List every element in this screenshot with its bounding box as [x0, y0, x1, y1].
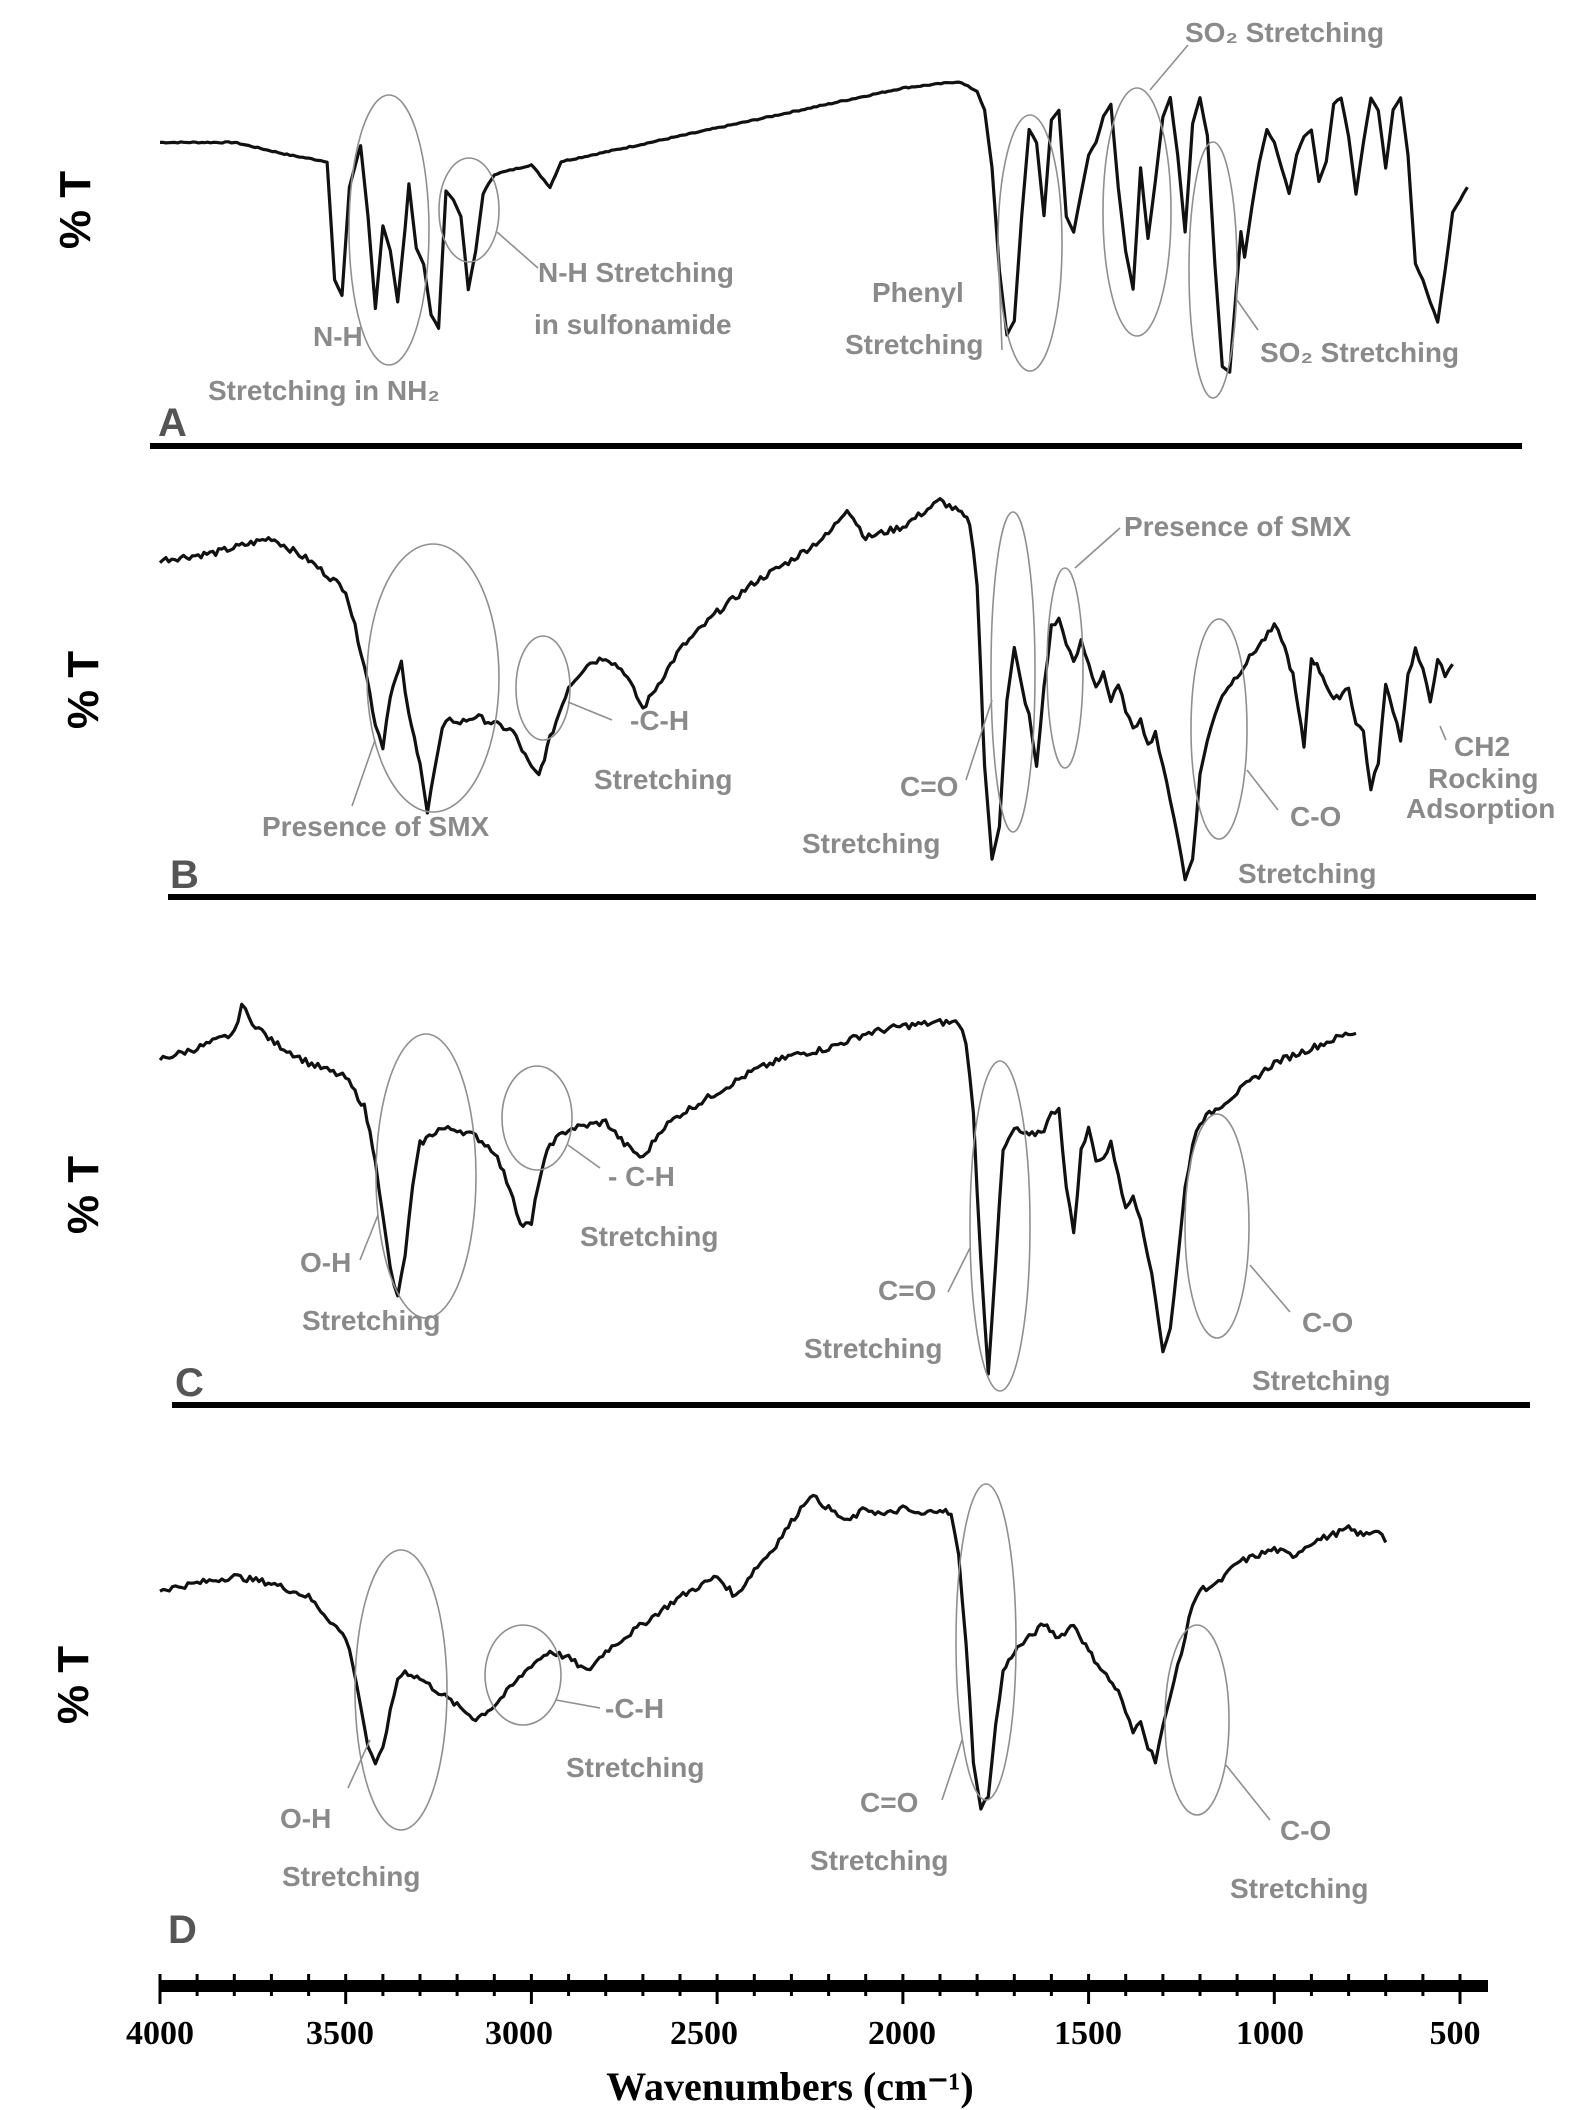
peak-ellipse-b-co-double: [990, 511, 1036, 833]
leader-a-so2-bottom: [1236, 299, 1259, 331]
annotation-d-co-single-1: C-O: [1280, 1815, 1331, 1846]
leader-b-co-double: [965, 699, 993, 781]
x-tick-label-500: 500: [1430, 2015, 1481, 2052]
peak-ellipse-a-so2-top: [1102, 87, 1172, 337]
annotation-c-ch-2: Stretching: [580, 1221, 718, 1252]
leader-c-ch: [567, 1144, 601, 1169]
leader-d-co-double: [941, 1739, 963, 1801]
annotation-a-phenyl-1: Phenyl: [872, 277, 964, 308]
annotation-c-co-single-1: C-O: [1302, 1307, 1353, 1338]
annotation-d-ch-1: -C-H: [605, 1693, 664, 1724]
peak-ellipse-c-co-single: [1184, 1113, 1250, 1339]
x-tick-label-3000: 3000: [485, 2015, 553, 2052]
annotation-b-ch-2: Stretching: [594, 764, 732, 795]
annotation-c-co-double-2: Stretching: [804, 1333, 942, 1364]
annotation-b-co-single-2: Stretching: [1238, 858, 1376, 889]
x-tick-label-2500: 2500: [670, 2015, 738, 2052]
annotation-d-co-double-2: Stretching: [810, 1845, 948, 1876]
leader-c-co-double: [947, 1247, 971, 1293]
annotation-b-ch2-1: CH2: [1454, 731, 1510, 762]
x-tick-label-4000: 4000: [126, 2015, 194, 2052]
annotation-b-ch2-2: Rocking: [1428, 763, 1538, 794]
annotation-b-co-double-1: C=O: [900, 771, 958, 802]
annotation-d-co-single-2: Stretching: [1230, 1873, 1368, 1904]
peak-ellipse-b-co-single: [1190, 618, 1248, 840]
leader-a-phenyl: [997, 242, 1003, 351]
y-axis-label-b: % T: [59, 651, 108, 729]
peak-ellipse-b-smx-left: [366, 543, 500, 813]
leader-d-co-single: [1225, 1764, 1271, 1821]
spectrum-line-c: [158, 1002, 1357, 1376]
x-axis-ticks: [158, 1974, 1462, 2004]
peak-ellipse-a-sulfonamide: [438, 157, 500, 263]
annotation-a-so2-bottom: SO₂ Stretching: [1260, 337, 1459, 368]
annotation-c-oh-1: O-H: [300, 1247, 351, 1278]
annotation-d-co-double-1: C=O: [860, 1787, 918, 1818]
y-axis-label-a: % T: [51, 171, 100, 249]
x-tick-label-1500: 1500: [1054, 2015, 1122, 2052]
peak-ellipse-a-so2-bottom: [1188, 141, 1238, 399]
annotation-b-co-single-1: C-O: [1290, 801, 1341, 832]
peak-ellipse-d-co-double: [955, 1483, 1017, 1801]
leader-b-smx-right: [1074, 527, 1121, 569]
annotation-d-oh-2: Stretching: [282, 1861, 420, 1892]
peak-ellipse-b-ch: [515, 635, 571, 741]
leader-d-ch: [555, 1699, 601, 1709]
annotation-a-phenyl-2: Stretching: [845, 329, 983, 360]
peak-ellipse-d-ch: [484, 1624, 562, 1726]
peak-ellipse-c-co-double: [969, 1060, 1031, 1392]
annotation-d-oh-1: O-H: [280, 1803, 331, 1834]
annotation-a-so2-top: SO₂ Stretching: [1185, 17, 1384, 48]
annotation-d-ch-2: Stretching: [566, 1752, 704, 1783]
annotation-c-co-single-2: Stretching: [1252, 1365, 1390, 1396]
leader-b-co-single: [1246, 769, 1279, 811]
spectrum-line-b: [158, 497, 1454, 882]
panel-label-a: A: [158, 401, 187, 445]
leader-a-so2-top: [1149, 44, 1189, 91]
peak-ellipse-c-ch: [501, 1065, 573, 1171]
leader-b-smx-left: [351, 739, 376, 807]
annotation-c-oh-2: Stretching: [302, 1305, 440, 1336]
leader-d-oh: [347, 1739, 371, 1789]
x-tick-label-1000: 1000: [1236, 2015, 1304, 2052]
peak-ellipse-d-oh: [354, 1549, 448, 1831]
annotation-c-co-double-1: C=O: [878, 1275, 936, 1306]
y-axis-label-c: % T: [59, 1156, 108, 1234]
peak-ellipse-a-phenyl: [997, 114, 1063, 372]
leader-b-ch2: [1439, 725, 1447, 741]
peak-ellipse-b-smx-right: [1046, 567, 1084, 769]
panel-label-c: C: [175, 1361, 204, 1405]
leader-c-co-single: [1249, 1264, 1291, 1313]
leader-b-ch: [567, 701, 613, 721]
x-tick-label-2000: 2000: [868, 2015, 936, 2052]
annotation-b-ch2-3: Adsorption: [1406, 793, 1555, 824]
peak-ellipse-d-co-single: [1164, 1624, 1230, 1816]
annotation-a-sulfonamide-2: in sulfonamide: [534, 309, 732, 340]
annotation-b-smx-left: Presence of SMX: [262, 811, 490, 842]
leader-c-oh: [359, 1214, 379, 1261]
spectrum-line-d: [159, 1493, 1388, 1811]
x-tick-label-3500: 3500: [306, 2015, 374, 2052]
annotation-b-smx-right: Presence of SMX: [1124, 511, 1352, 542]
annotation-b-co-double-2: Stretching: [802, 828, 940, 859]
peak-ellipse-a-nh2: [348, 94, 430, 366]
annotation-a-sulfonamide-1: N-H Stretching: [538, 257, 734, 288]
annotation-a-nh-label: N-H: [313, 321, 363, 352]
annotation-a-nh-stretch: Stretching in NH₂: [208, 375, 440, 406]
x-axis-label: Wavenumbers (cm⁻¹): [606, 2064, 974, 2109]
y-axis-label-d: % T: [49, 1646, 98, 1724]
panel-label-b: B: [170, 853, 199, 897]
x-axis-bar: [160, 1980, 1488, 1992]
annotation-b-ch-1: -C-H: [630, 705, 689, 736]
annotation-c-ch-1: - C-H: [608, 1161, 675, 1192]
peak-ellipse-c-oh: [375, 1033, 477, 1319]
panel-label-d: D: [168, 1908, 197, 1952]
leader-a-sulfonamide: [496, 231, 539, 269]
